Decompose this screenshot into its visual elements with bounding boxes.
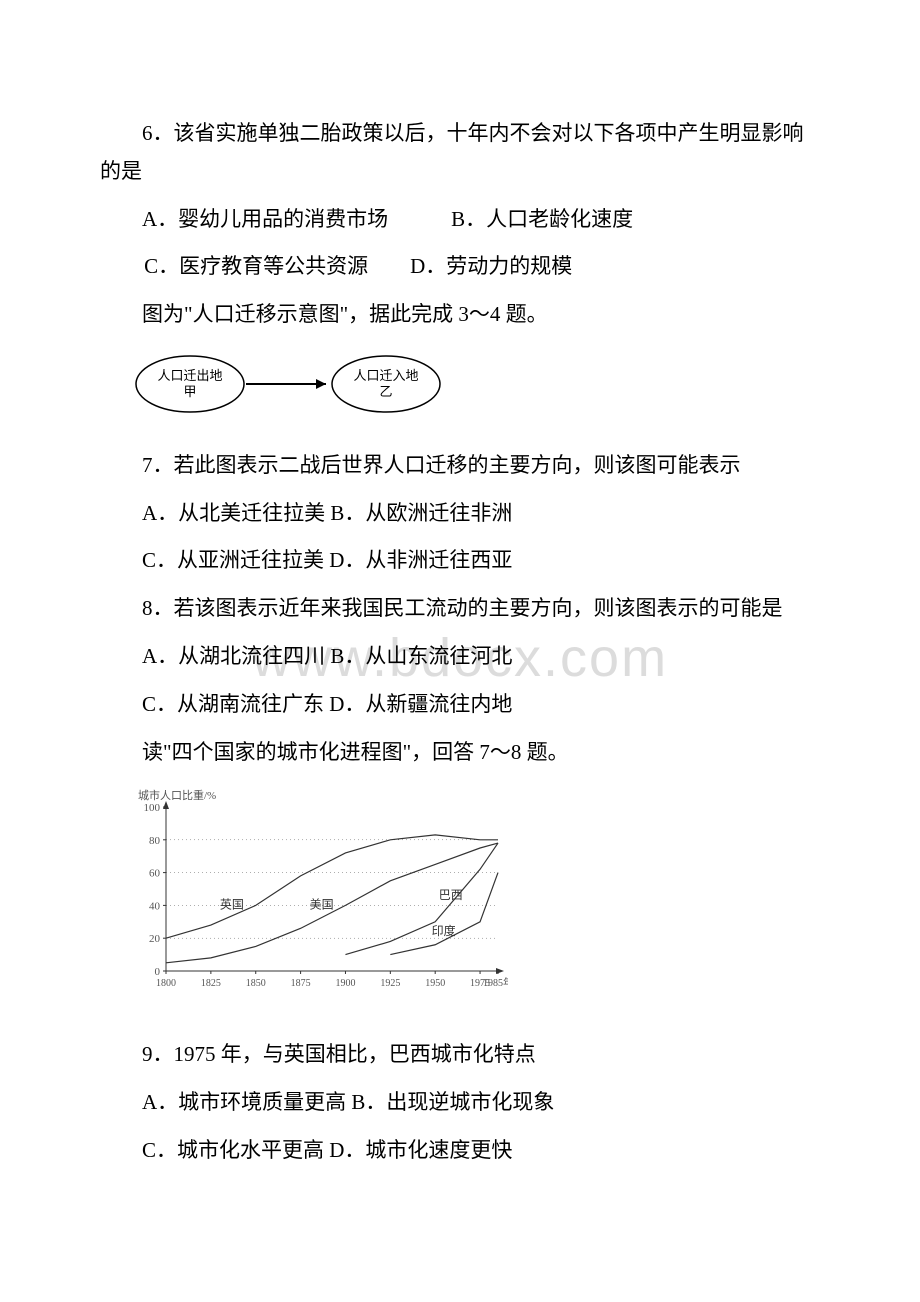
q7-opt-b: B．从欧洲迁往非洲 xyxy=(330,501,512,525)
svg-text:1800: 1800 xyxy=(156,978,176,989)
svg-text:印度: 印度 xyxy=(432,923,456,938)
lead-78: 读"四个国家的城市化进程图"，回答 7～8 题。 xyxy=(100,734,820,772)
node-out-label1: 人口迁出地 xyxy=(157,368,222,383)
q6-stem: 6．该省实施单独二胎政策以后，十年内不会对以下各项中产生明显影响的是 xyxy=(100,115,820,191)
svg-text:1850: 1850 xyxy=(246,978,266,989)
q9-options-cd: C．城市化水平更高 D．城市化速度更快 xyxy=(100,1132,820,1170)
svg-text:城市人口比重/%: 城市人口比重/% xyxy=(138,788,216,802)
q6-opt-d: D．劳动力的规模 xyxy=(410,254,572,278)
q6-opt-b: B．人口老龄化速度 xyxy=(451,207,633,231)
document-content: 6．该省实施单独二胎政策以后，十年内不会对以下各项中产生明显影响的是 A．婴幼儿… xyxy=(100,115,820,1170)
svg-text:美国: 美国 xyxy=(310,898,334,912)
svg-text:1875: 1875 xyxy=(291,978,311,989)
urbanization-chart: 城市人口比重/% 0 20 40 60 80 100 1800 1825 1850 1875 1900… xyxy=(128,785,820,1008)
arrow-head xyxy=(316,379,326,389)
q7-opt-a: A．从北美迁往拉美 xyxy=(142,501,325,525)
svg-text:英国: 英国 xyxy=(220,898,244,912)
svg-text:1950: 1950 xyxy=(425,978,445,989)
q9-opt-c: C．城市化水平更高 xyxy=(142,1138,324,1162)
q6-options-ab: A．婴幼儿用品的消费市场 B．人口老龄化速度 xyxy=(100,201,820,239)
svg-text:0: 0 xyxy=(155,966,161,978)
q8-opt-d: D．从新疆流往内地 xyxy=(329,692,512,716)
migration-diagram: 人口迁出地 甲 人口迁入地 乙 xyxy=(128,348,820,433)
q8-options-ab: A．从湖北流往四川 B．从山东流往河北 xyxy=(100,638,820,676)
q6-options-cd: C．医疗教育等公共资源 D．劳动力的规模 xyxy=(144,248,820,286)
q7-options-ab: A．从北美迁往拉美 B．从欧洲迁往非洲 xyxy=(100,495,820,533)
q8-options-cd: C．从湖南流往广东 D．从新疆流往内地 xyxy=(100,686,820,724)
lead-34: 图为"人口迁移示意图"，据此完成 3～4 题。 xyxy=(100,296,820,334)
q7-opt-c: C．从亚洲迁往拉美 xyxy=(142,548,324,572)
svg-text:1925: 1925 xyxy=(380,978,400,989)
q9-stem: 9．1975 年，与英国相比，巴西城市化特点 xyxy=(100,1036,820,1074)
svg-text:60: 60 xyxy=(149,868,161,880)
q6-opt-c: C．医疗教育等公共资源 xyxy=(144,254,368,278)
svg-text:1985年: 1985年 xyxy=(483,976,508,989)
q9-opt-d: D．城市化速度更快 xyxy=(329,1138,512,1162)
svg-text:40: 40 xyxy=(149,901,161,913)
node-in-label2: 乙 xyxy=(379,384,392,399)
node-in-label1: 人口迁入地 xyxy=(353,368,418,383)
svg-text:100: 100 xyxy=(144,802,161,814)
svg-text:巴西: 巴西 xyxy=(439,888,463,902)
q9-opt-a: A．城市环境质量更高 xyxy=(142,1090,346,1114)
svg-text:20: 20 xyxy=(149,934,161,946)
q7-opt-d: D．从非洲迁往西亚 xyxy=(329,548,512,572)
q8-stem: 8．若该图表示近年来我国民工流动的主要方向，则该图表示的可能是 xyxy=(100,590,820,628)
q8-opt-c: C．从湖南流往广东 xyxy=(142,692,324,716)
svg-text:1900: 1900 xyxy=(335,978,355,989)
svg-text:1825: 1825 xyxy=(201,978,221,989)
q6-opt-a: A．婴幼儿用品的消费市场 xyxy=(142,207,388,231)
q8-opt-a: A．从湖北流往四川 xyxy=(142,644,325,668)
svg-text:80: 80 xyxy=(149,835,161,847)
q9-options-ab: A．城市环境质量更高 B．出现逆城市化现象 xyxy=(100,1084,820,1122)
q9-opt-b: B．出现逆城市化现象 xyxy=(351,1090,554,1114)
q7-stem: 7．若此图表示二战后世界人口迁移的主要方向，则该图可能表示 xyxy=(100,447,820,485)
node-out-label2: 甲 xyxy=(183,384,196,399)
q8-opt-b: B．从山东流往河北 xyxy=(330,644,512,668)
q7-options-cd: C．从亚洲迁往拉美 D．从非洲迁往西亚 xyxy=(100,542,820,580)
